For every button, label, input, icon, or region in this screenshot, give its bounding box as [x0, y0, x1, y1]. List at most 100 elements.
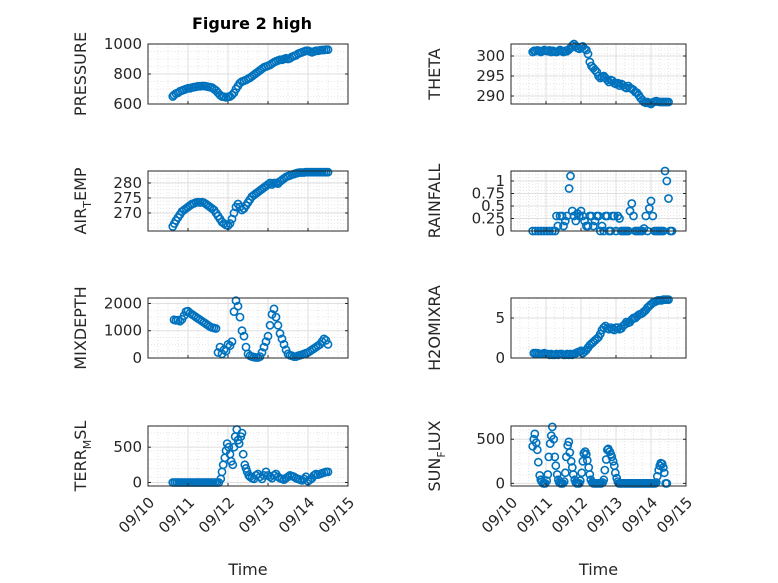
data-point: [615, 214, 624, 223]
data-point: [608, 456, 618, 466]
axes-box: [510, 425, 687, 487]
data-point: [600, 465, 610, 475]
data-series: [168, 425, 333, 487]
y-axis-label: AIRTEMP: [71, 167, 94, 234]
y-tick-label: 1: [495, 172, 505, 190]
data-series: [168, 45, 333, 102]
y-tick-label: 0.25: [472, 210, 505, 228]
data-point: [559, 221, 568, 231]
data-point: [227, 337, 237, 346]
y-tick-label: 2000: [104, 294, 142, 312]
data-point: [664, 295, 673, 304]
data-point: [599, 475, 609, 485]
data-point: [549, 434, 559, 444]
data-point: [277, 334, 287, 344]
subplot-theta: 290 295 300 THETA: [425, 39, 687, 109]
data-point: [547, 422, 557, 432]
data-point: [607, 452, 617, 462]
data-point: [558, 478, 568, 488]
y-tick-label: 295: [476, 67, 505, 85]
subplot-mixdepth: 0 1000 2000 MIXDEPTH: [71, 286, 349, 370]
data-point: [228, 460, 238, 470]
data-point: [211, 324, 221, 333]
data-point: [588, 221, 598, 231]
data-point: [279, 339, 289, 349]
figure-title: Figure 2 high: [192, 14, 312, 33]
axes-box: [147, 425, 349, 487]
y-tick-label: 270: [113, 204, 142, 222]
data-point: [664, 194, 673, 203]
subplot-pressure: 600 800 1000 PRESSURE: [71, 32, 349, 116]
data-point: [233, 301, 243, 311]
data-point: [323, 339, 333, 349]
data-point: [257, 348, 267, 357]
data-point: [542, 476, 552, 486]
y-axis-label: MIXDEPTH: [71, 286, 90, 369]
y-tick-label: 290: [476, 87, 505, 105]
axes-box: [510, 297, 687, 359]
y-tick-label: 800: [113, 65, 142, 83]
data-point: [553, 221, 563, 231]
data-point: [585, 470, 595, 479]
data-point: [323, 467, 333, 477]
x-axis-label: Time: [578, 560, 618, 579]
data-point: [237, 326, 247, 336]
data-point: [323, 45, 333, 55]
y-tick-label: 0: [132, 473, 142, 491]
data-point: [575, 476, 585, 486]
y-axis-label: SUNFLUX: [425, 420, 448, 491]
data-point: [662, 478, 672, 488]
axes-box: [510, 170, 687, 232]
data-point: [648, 211, 658, 221]
data-point: [238, 449, 248, 459]
y-tick-label: 1000: [104, 322, 142, 340]
data-point: [261, 337, 271, 346]
data-point: [552, 211, 561, 221]
data-point: [275, 329, 285, 338]
data-point: [235, 312, 245, 322]
y-tick-label: 0.75: [472, 185, 505, 203]
data-point: [323, 167, 333, 177]
data-point: [530, 429, 540, 439]
data-point: [564, 184, 574, 193]
y-tick-label: 0.5: [481, 197, 505, 215]
axes-box: [147, 297, 349, 359]
data-point: [269, 304, 279, 314]
y-tick-label: 600: [113, 95, 142, 113]
data-point: [263, 180, 273, 189]
data-point: [560, 216, 570, 226]
data-point: [613, 323, 623, 332]
y-tick-label: 0: [495, 349, 505, 367]
data-point: [271, 312, 281, 322]
data-point: [263, 331, 273, 341]
data-point: [559, 477, 569, 486]
data-point: [664, 97, 673, 107]
data-point: [568, 470, 578, 479]
data-point: [566, 171, 575, 181]
data-point: [265, 178, 275, 188]
data-point: [227, 90, 237, 100]
data-point: [532, 445, 542, 455]
data-series: [169, 296, 333, 362]
axes-box: [510, 43, 687, 105]
data-point: [321, 335, 331, 345]
data-point: [560, 468, 570, 478]
data-point: [629, 211, 638, 221]
data-point: [595, 329, 605, 339]
data-point: [658, 463, 668, 472]
data-point: [581, 45, 591, 55]
data-point: [583, 221, 593, 231]
data-series: [528, 422, 672, 488]
data-point: [659, 468, 669, 478]
data-point: [610, 468, 620, 478]
data-point: [583, 49, 593, 59]
data-point: [581, 449, 591, 459]
data-point: [576, 206, 586, 216]
data-point: [550, 452, 560, 462]
data-series: [529, 295, 673, 360]
y-axis-label: RAINFALL: [425, 164, 444, 239]
data-point: [646, 196, 656, 206]
y-tick-label: 0: [132, 349, 142, 367]
